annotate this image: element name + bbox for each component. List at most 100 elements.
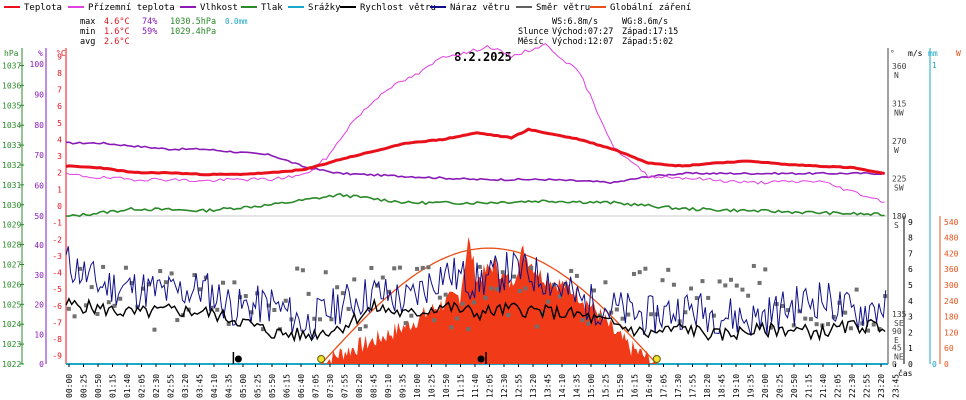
- stat-label: avg: [80, 37, 95, 47]
- wind-direction-point: [523, 286, 528, 291]
- dir-tick: 180: [892, 212, 907, 221]
- degc-tick: -7: [52, 318, 62, 327]
- wind-direction-point: [437, 295, 442, 300]
- wind-direction-point: [158, 269, 163, 274]
- wind-direction-point: [346, 306, 351, 311]
- pct-axis-label: %: [38, 49, 43, 58]
- x-tick-label: 11:15: [457, 374, 466, 398]
- sun-curve: [320, 247, 658, 365]
- degc-tick: -9: [52, 352, 62, 361]
- wind-direction-point: [335, 285, 340, 290]
- wind-direction-point: [106, 300, 111, 305]
- w-tick: 480: [944, 234, 959, 243]
- wind-direction-point: [751, 263, 756, 268]
- wind-direction-point: [380, 275, 385, 280]
- wind-direction-point: [866, 328, 871, 333]
- degc-tick: 8: [57, 69, 62, 78]
- hpa-tick: 1027: [2, 261, 21, 270]
- degc-tick: -8: [52, 335, 62, 344]
- pct-tick: 10: [34, 330, 44, 339]
- x-tick-label: 14:35: [573, 374, 582, 398]
- wind-direction-point: [112, 303, 117, 308]
- wind-direction-point: [717, 279, 722, 284]
- x-tick-label: 12:30: [500, 374, 509, 398]
- wind-direction-point: [420, 265, 425, 270]
- x-tick-label: 20:50: [790, 374, 799, 398]
- x-tick-label: 18:45: [718, 374, 727, 398]
- x-tick-label: 10:50: [442, 374, 451, 398]
- legend-label: Vlhkost: [200, 3, 238, 13]
- wind-direction-point: [500, 270, 505, 275]
- wind-direction-point: [803, 316, 808, 321]
- wind-direction-point: [95, 311, 100, 316]
- degc-tick: -5: [52, 285, 62, 294]
- wind-direction-point: [198, 287, 203, 292]
- wind-direction-point: [152, 327, 157, 332]
- wind-direction-point: [466, 327, 471, 332]
- legend: Teplota Přízemní teplota Vlhkost Tlak Srážky…: [4, 3, 691, 13]
- w-tick: 300: [944, 281, 959, 290]
- hpa-tick: 1030: [2, 201, 21, 210]
- wind-direction-point: [843, 310, 848, 315]
- x-tick-label: 20:25: [776, 374, 785, 398]
- degc-tick: -3: [52, 252, 62, 261]
- chart-title: 8.2.2025: [454, 50, 512, 64]
- wind-direction-point: [666, 267, 671, 272]
- wind-direction-point: [72, 314, 77, 319]
- ms-tick: 4: [908, 297, 913, 306]
- wind-direction-point: [763, 267, 768, 272]
- hpa-tick: 1028: [2, 241, 21, 250]
- wind-direction-point: [415, 266, 420, 271]
- w-tick: 60: [944, 344, 954, 353]
- wind-direction-point: [352, 277, 357, 282]
- w-tick: 120: [944, 328, 959, 337]
- hpa-tick: 1029: [2, 221, 21, 230]
- w-tick: 0: [944, 360, 949, 369]
- pct-tick: 20: [34, 301, 44, 310]
- stat-pressure: 1029.4hPa: [170, 27, 216, 37]
- wind-direction-point: [260, 327, 265, 332]
- hpa-tick: 1025: [2, 300, 21, 309]
- dir-tick: 90: [892, 327, 902, 336]
- moonrise-marker: [477, 355, 485, 363]
- hpa-tick: 1036: [2, 81, 21, 90]
- pct-tick: 50: [34, 212, 44, 221]
- wind-direction-point: [477, 264, 482, 269]
- ms-tick: 9: [908, 218, 913, 227]
- wind-direction-point: [146, 282, 151, 287]
- sun-rise: Východ:07:27: [552, 27, 613, 37]
- x-tick-label: 13:45: [544, 374, 553, 398]
- x-tick-label: 12:55: [515, 374, 524, 398]
- x-tick-label: 02:30: [152, 374, 161, 398]
- stat-temp: 4.6°C: [104, 17, 130, 27]
- x-tick-label: 22:05: [834, 374, 843, 398]
- wind-direction-point: [517, 289, 522, 294]
- x-axis-label: čas: [898, 368, 913, 378]
- stat-rain: 0.0mm: [225, 17, 248, 26]
- wind-direction-point: [848, 326, 853, 331]
- degc-tick: 2: [57, 169, 62, 178]
- hpa-tick: 1023: [2, 340, 21, 349]
- x-tick-label: 07:55: [341, 374, 350, 398]
- wind-direction-point: [534, 324, 539, 329]
- wind-direction-point: [700, 279, 705, 284]
- wind-direction-point: [409, 313, 414, 318]
- wind-direction-point: [243, 294, 248, 299]
- wind-direction-point: [706, 295, 711, 300]
- wind-direction-point: [215, 307, 220, 312]
- wind-direction-point: [540, 311, 545, 316]
- x-tick-label: 22:30: [848, 374, 857, 398]
- w-tick: 180: [944, 313, 959, 322]
- x-tick-label: 23:45: [892, 374, 901, 398]
- wind-direction-point: [506, 313, 511, 318]
- x-tick-label: 06:40: [297, 374, 306, 398]
- x-tick-label: 02:05: [138, 374, 147, 398]
- w-tick: 420: [944, 249, 959, 258]
- dir-tick-compass: NE: [894, 352, 904, 361]
- wind-direction-point: [643, 266, 648, 271]
- ms-tick: 1: [908, 344, 913, 353]
- wind-direction-point: [489, 286, 494, 291]
- legend-label: Směr větru: [536, 3, 590, 13]
- wind-direction-point: [323, 270, 328, 275]
